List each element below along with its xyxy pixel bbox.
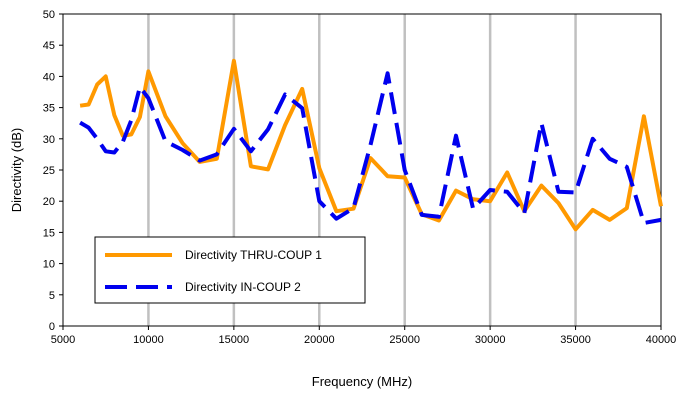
legend-box <box>94 236 366 304</box>
x-tick-label: 15000 <box>219 334 250 346</box>
x-axis-title: Frequency (MHz) <box>312 374 412 389</box>
legend-label-in-coup-2: Directivity IN-COUP 2 <box>185 280 301 294</box>
y-axis-title: Directivity (dB) <box>9 128 24 213</box>
y-tick-label: 15 <box>43 227 55 239</box>
series-line-1 <box>79 58 663 232</box>
y-axis-ticks: 0 5 10 15 20 25 30 35 40 45 50 <box>43 9 63 333</box>
y-tick-label: 30 <box>43 134 55 146</box>
x-tick-label: 40000 <box>646 334 677 346</box>
legend-label-thru-coup-1: Directivity THRU-COUP 1 <box>185 248 322 262</box>
x-tick-label: 25000 <box>389 334 420 346</box>
y-tick-label: 25 <box>43 165 55 177</box>
series-line-2 <box>79 71 662 225</box>
y-tick-label: 10 <box>43 259 55 271</box>
y-tick-label: 5 <box>49 290 55 302</box>
y-tick-label: 40 <box>43 71 55 83</box>
y-tick-label: 0 <box>49 321 55 333</box>
x-tick-label: 20000 <box>304 334 335 346</box>
x-axis-ticks: 5000 10000 15000 20000 25000 30000 35000 40000 <box>51 326 677 346</box>
y-tick-label: 35 <box>43 103 55 115</box>
y-tick-label: 50 <box>43 9 55 21</box>
y-tick-label: 20 <box>43 196 55 208</box>
x-tick-label: 35000 <box>560 334 591 346</box>
x-tick-label: 10000 <box>133 334 164 346</box>
y-tick-label: 45 <box>43 40 55 52</box>
x-tick-label: 5000 <box>51 334 75 346</box>
x-tick-label: 30000 <box>475 334 506 346</box>
series-layer <box>79 58 663 232</box>
legend: Directivity THRU-COUP 1 Directivity IN-C… <box>94 236 366 304</box>
